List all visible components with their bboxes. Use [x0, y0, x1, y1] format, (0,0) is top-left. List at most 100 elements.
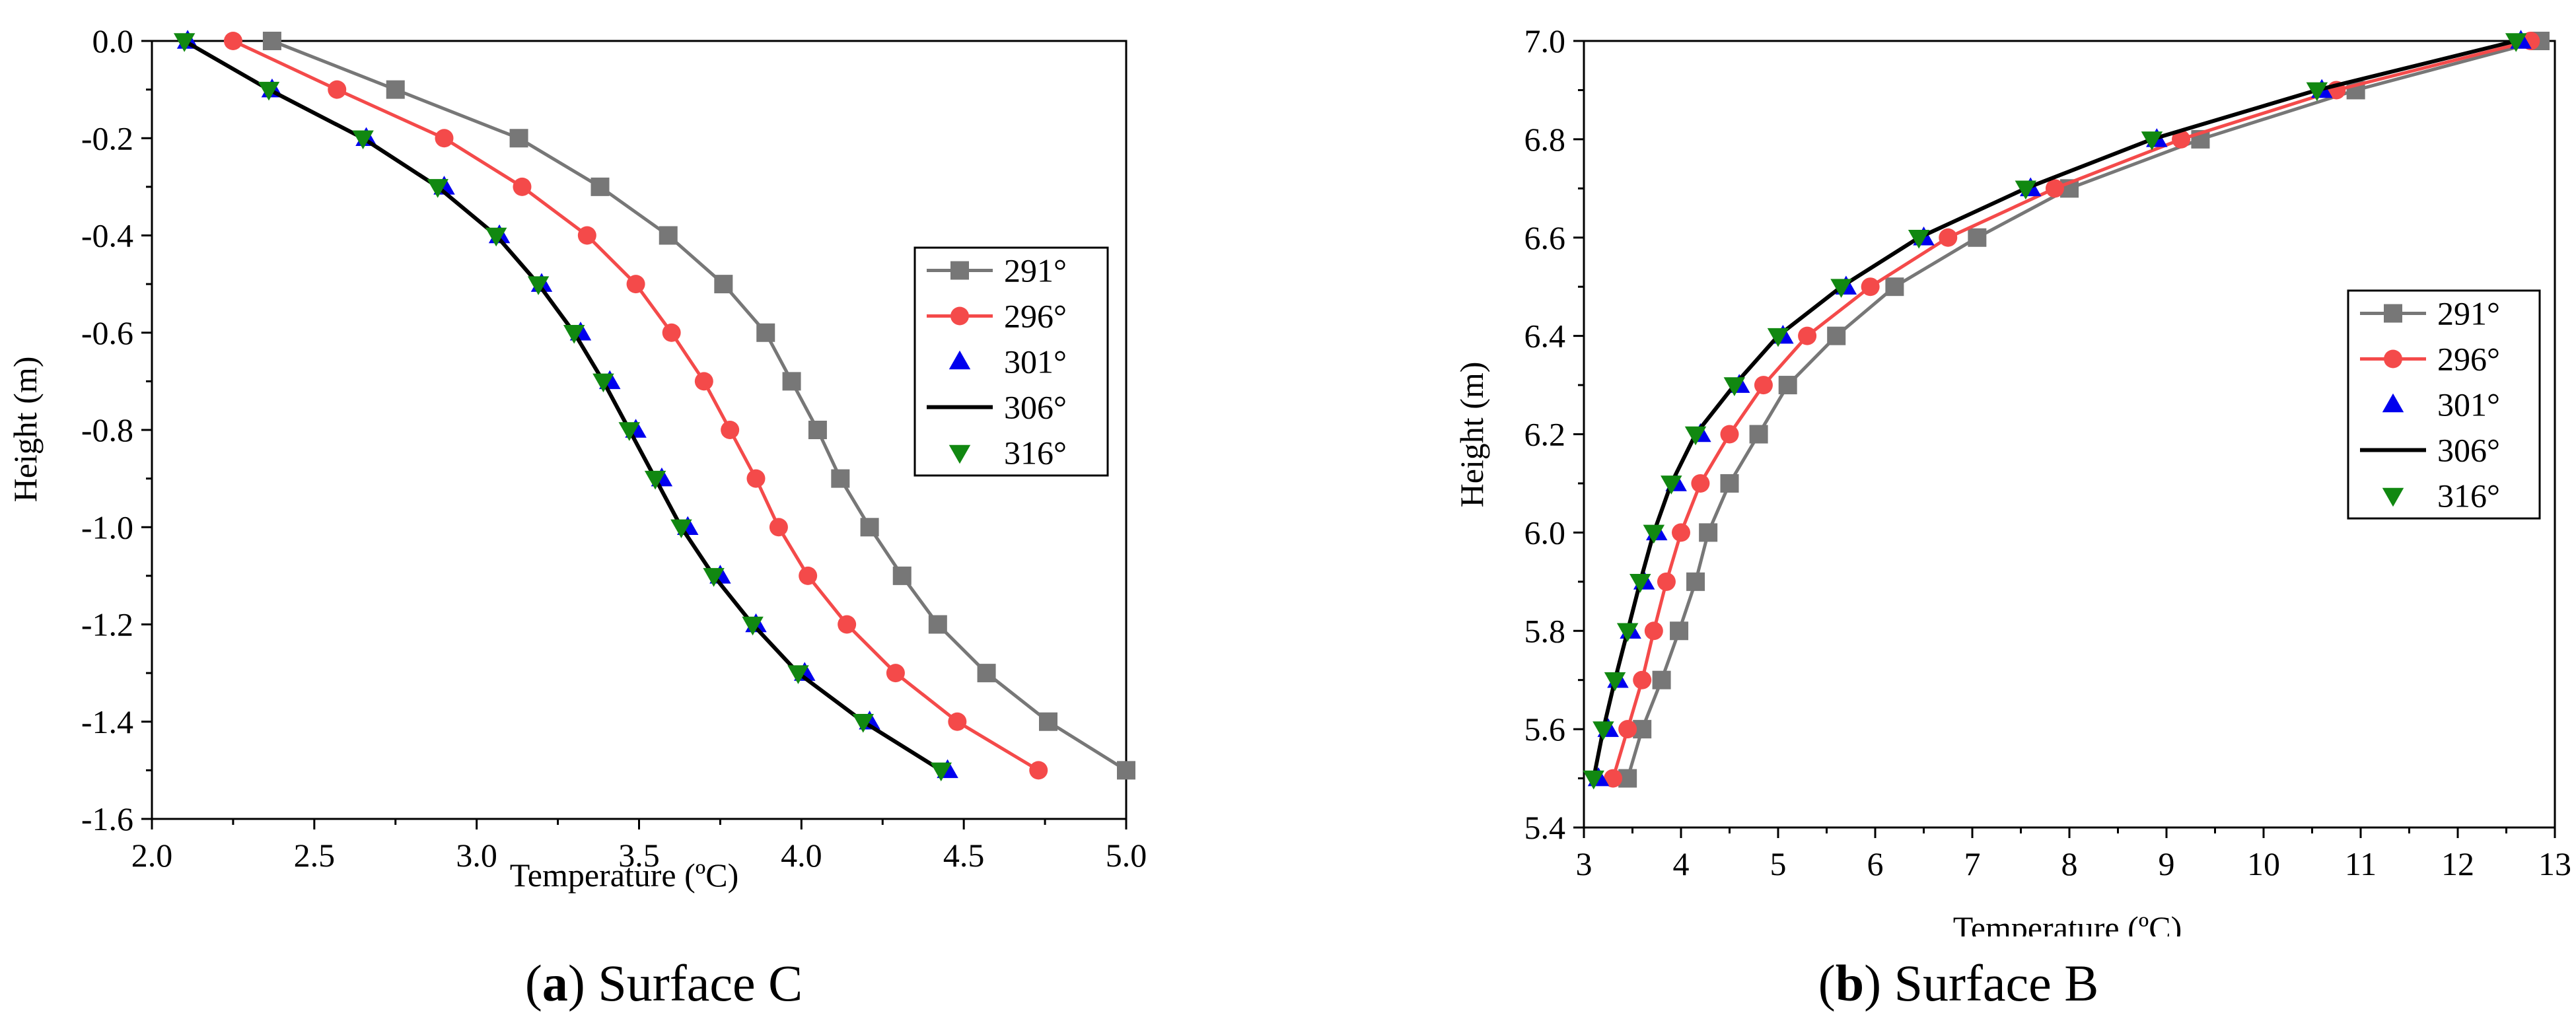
series-b-3: [1591, 39, 2517, 779]
data-point-a-1: [435, 129, 454, 148]
data-point-a-0: [509, 129, 528, 148]
series-b-4: [1583, 33, 2527, 790]
series-a-3: [183, 39, 943, 772]
x-axis-label-b: Temperature (ºC): [1953, 909, 2182, 946]
data-point-a-1: [838, 615, 857, 634]
y-tick-label-b: 6.4: [1524, 318, 1566, 355]
y-axis-label-a: Height (m): [7, 357, 44, 503]
data-point-b-4: [2505, 33, 2527, 52]
data-point-a-4: [644, 470, 666, 490]
data-point-a-4: [670, 519, 692, 539]
y-tick-label-a: -0.6: [81, 314, 133, 351]
legend-a: 291° 296° 301° 306° 316°: [913, 246, 1109, 477]
data-point-a-4: [742, 616, 764, 636]
legend-marker-a-0: [950, 261, 969, 280]
data-point-b-1: [1657, 572, 1676, 591]
legend-b: 291° 296° 301° 306° 316°: [2347, 289, 2541, 520]
legend-label-a-3: 306°: [1004, 389, 1067, 426]
legend-label-a-2: 301°: [1004, 343, 1067, 380]
data-point-b-0: [1827, 326, 1846, 345]
data-point-a-0: [928, 615, 947, 634]
data-point-b-0: [1686, 572, 1705, 591]
x-tick-label-a: 4.0: [781, 837, 822, 874]
data-point-b-4: [1616, 623, 1639, 643]
legend-marker-a-1: [950, 306, 969, 326]
data-point-a-4: [563, 324, 585, 344]
x-tick-label-a: 2.5: [294, 837, 336, 874]
data-point-b-1: [2172, 129, 2191, 149]
data-point-a-1: [799, 566, 818, 585]
x-tick-label-b: 7: [1964, 845, 1981, 882]
data-point-b-0: [1885, 277, 1904, 297]
data-point-a-4: [258, 81, 280, 101]
data-point-a-4: [592, 373, 614, 393]
x-tick-label-b: 8: [2061, 845, 2078, 882]
series-a-2: [176, 30, 958, 779]
series-b-1: [1604, 32, 2540, 788]
chart-surface-c: 2.0 2.5 3.0 3.5 4.0 4.5 5.0 0.0 -0.2 -0.4 -0.6 -0.8…: [7, 22, 1147, 894]
x-tick-label-a: 5.0: [1106, 837, 1147, 874]
series-line-b-1: [1611, 39, 2531, 779]
data-point-a-4: [485, 227, 507, 247]
data-point-b-1: [1939, 228, 1958, 247]
data-point-a-4: [427, 179, 448, 198]
data-point-a-0: [977, 664, 996, 683]
y-tick-label-a: -0.4: [81, 217, 133, 254]
legend-label-b-1: 296°: [2437, 341, 2500, 378]
data-point-b-1: [1633, 670, 1652, 689]
data-point-b-1: [1618, 720, 1637, 739]
legend-marker-a-2: [948, 350, 971, 370]
data-point-b-4: [1583, 770, 1604, 790]
y-tick-label-a: -0.8: [81, 411, 133, 448]
data-point-a-0: [892, 566, 912, 585]
data-point-a-0: [756, 323, 775, 342]
data-point-a-1: [769, 518, 788, 537]
data-point-b-4: [1592, 721, 1614, 740]
series-b-0: [1618, 32, 2550, 788]
legend-marker-a-4: [948, 444, 971, 464]
y-tick-label-b: 5.6: [1524, 711, 1566, 748]
y-axis-label-b: Height (m): [1453, 362, 1490, 508]
x-tick-label-b: 12: [2441, 845, 2474, 882]
y-tick-label-a: -0.2: [81, 120, 133, 157]
x-tick-label-a: 2.0: [131, 837, 173, 874]
caption-a: (a) Surface C: [525, 954, 803, 1012]
data-point-b-4: [1629, 574, 1651, 593]
series-a-0: [262, 32, 1135, 780]
data-point-b-0: [1699, 523, 1718, 542]
data-point-a-4: [352, 130, 374, 150]
data-point-a-4: [618, 422, 640, 441]
y-tick-label-b: 5.8: [1524, 612, 1566, 649]
y-tick-label-b: 5.4: [1524, 809, 1566, 846]
data-point-a-1: [223, 32, 242, 50]
data-point-b-4: [1661, 475, 1682, 495]
data-point-a-1: [577, 226, 596, 245]
data-point-a-4: [930, 762, 952, 782]
y-tick-label-a: -1.2: [81, 606, 133, 643]
series-line-b-3: [1591, 39, 2517, 779]
legend-label-b-3: 306°: [2437, 432, 2500, 469]
data-point-a-0: [782, 372, 801, 391]
data-point-a-0: [1117, 761, 1135, 780]
data-point-a-1: [513, 177, 532, 196]
data-point-b-1: [1691, 474, 1710, 493]
data-point-a-1: [694, 372, 713, 391]
x-tick-label-b: 13: [2538, 845, 2571, 882]
data-point-b-4: [1830, 279, 1852, 298]
data-point-b-4: [1908, 229, 1930, 249]
data-point-b-1: [1604, 769, 1623, 788]
series-line-b-0: [1626, 39, 2541, 779]
x-tick-label-b: 11: [2345, 845, 2377, 882]
y-tick-label-a: -1.0: [81, 509, 133, 546]
data-point-a-0: [808, 421, 827, 439]
y-tick-label-b: 6.0: [1524, 514, 1566, 551]
x-tick-label-b: 3: [1576, 845, 1592, 882]
y-tick-label-b: 6.6: [1524, 219, 1566, 256]
data-point-b-4: [1684, 426, 1707, 446]
data-point-b-0: [1749, 425, 1768, 444]
data-point-a-0: [590, 177, 610, 196]
x-axis-label-a: Temperature (ºC): [510, 857, 739, 894]
data-point-a-0: [262, 32, 281, 50]
data-point-a-0: [831, 469, 850, 488]
